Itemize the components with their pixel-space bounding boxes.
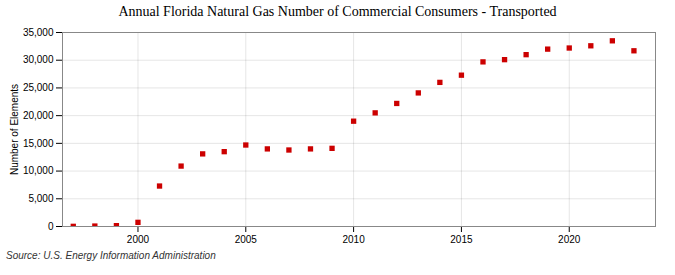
svg-text:10,000: 10,000	[23, 165, 54, 176]
svg-text:2005: 2005	[235, 234, 258, 245]
svg-text:2000: 2000	[127, 234, 150, 245]
svg-text:20,000: 20,000	[23, 110, 54, 121]
svg-text:Number of Elements: Number of Elements	[9, 84, 20, 175]
html-text:Annual Florida Natural Gas Num: Annual Florida Natural Gas Number of Com…	[118, 4, 557, 19]
svg-text:5,000: 5,000	[28, 193, 53, 204]
svg-text:2010: 2010	[342, 234, 365, 245]
svg-text:0: 0	[48, 221, 54, 232]
svg-text:25,000: 25,000	[23, 82, 54, 93]
html-text:Source: U.S. Energy Informatio: Source: U.S. Energy Information Administ…	[6, 250, 216, 261]
svg-text:30,000: 30,000	[23, 54, 54, 65]
svg-text:2015: 2015	[450, 234, 473, 245]
svg-text:2020: 2020	[558, 234, 581, 245]
svg-text:35,000: 35,000	[23, 27, 54, 38]
svg-text:15,000: 15,000	[23, 138, 54, 149]
